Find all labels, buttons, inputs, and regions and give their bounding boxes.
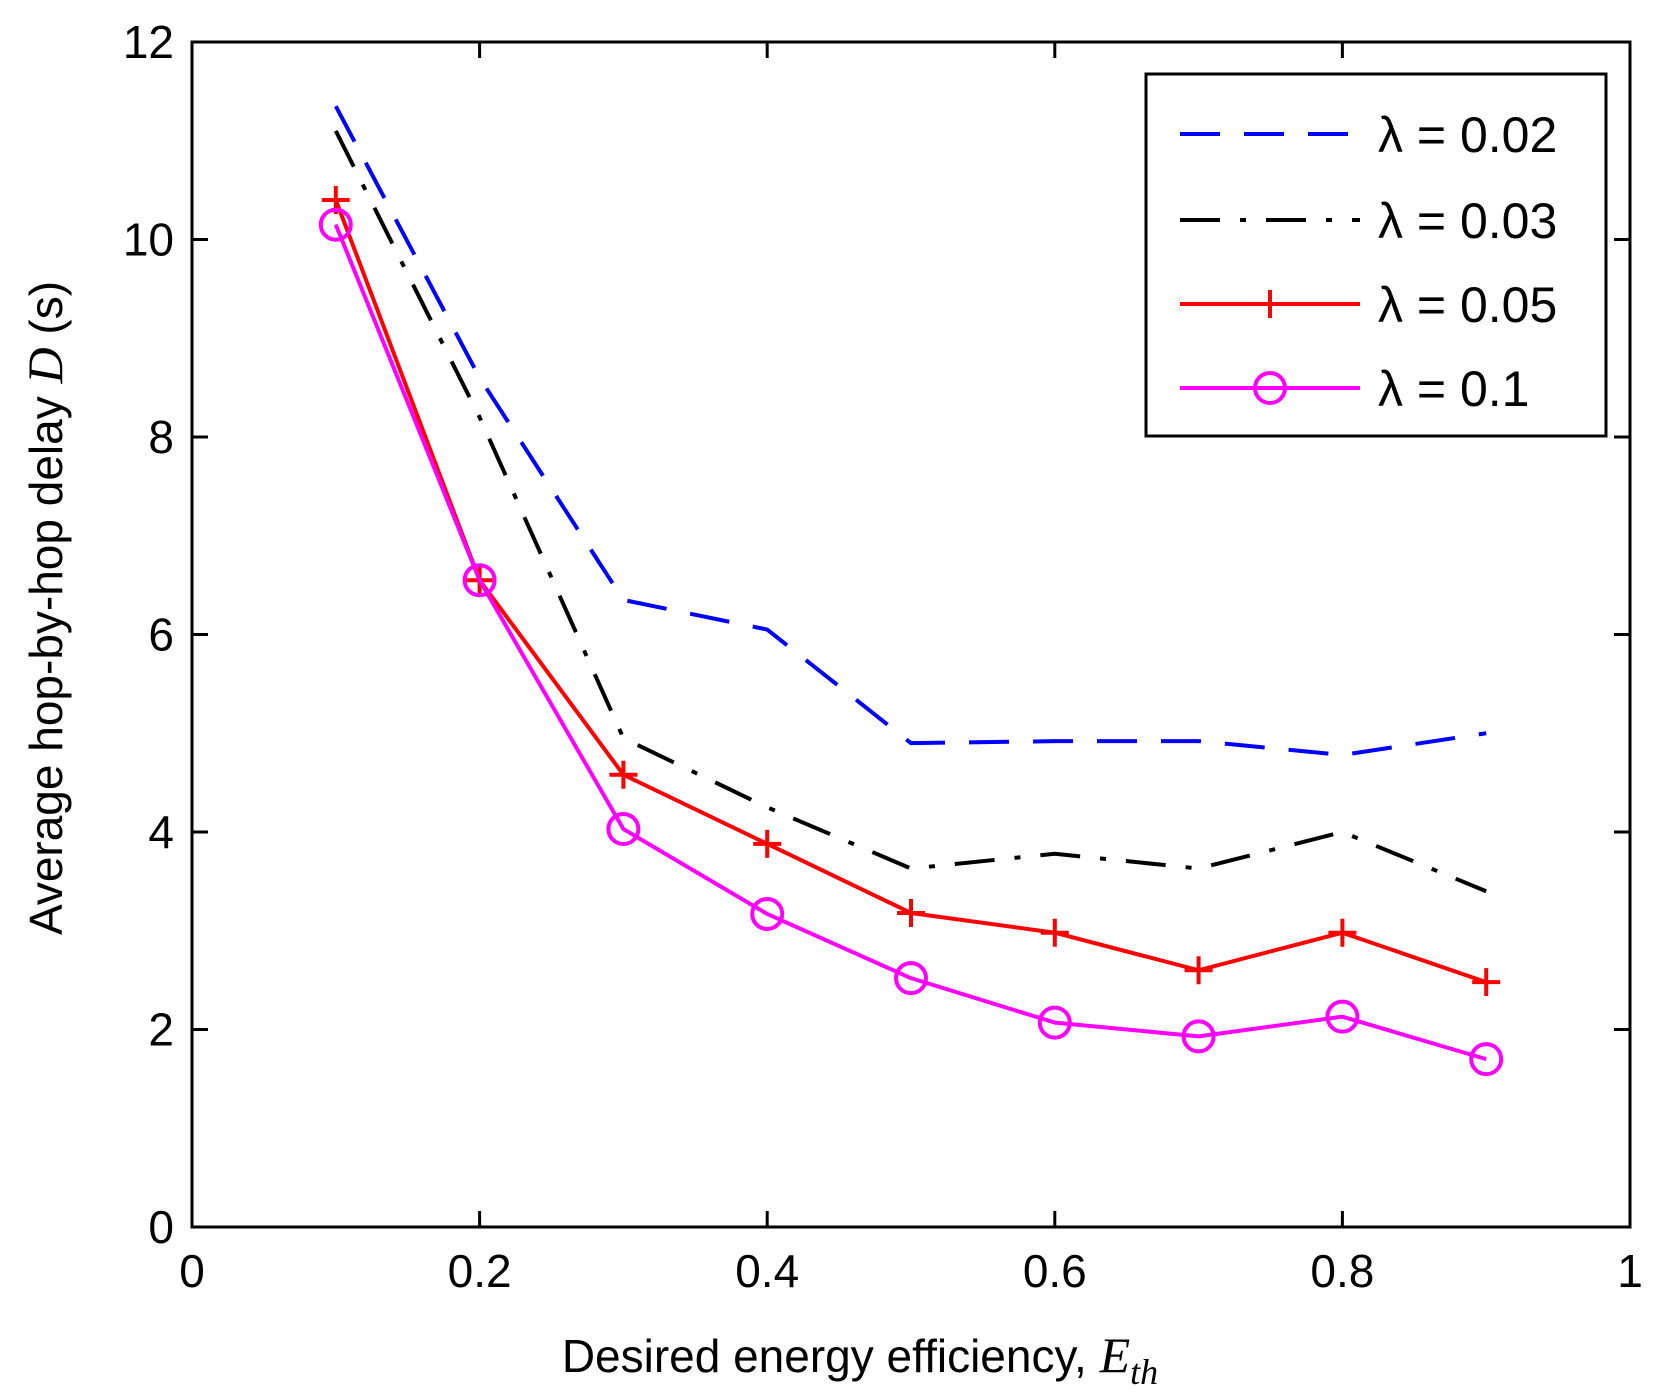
- x-tick-label: 1: [1617, 1245, 1643, 1297]
- y-tick-label: 6: [148, 609, 174, 661]
- x-tick-label: 0.8: [1310, 1245, 1374, 1297]
- data-point: [1325, 999, 1360, 1034]
- legend-entry: λ = 0.03: [1180, 193, 1557, 249]
- x-axis: 0 0.2 0.4 0.6 0.8 1: [179, 42, 1643, 1297]
- data-point: [894, 961, 928, 996]
- legend-marker: [1256, 290, 1284, 318]
- data-point: [1328, 918, 1357, 947]
- y-tick-label: 8: [148, 411, 174, 463]
- series-1: [334, 105, 1487, 757]
- data-point: [897, 898, 925, 927]
- series-line: [334, 129, 1487, 894]
- y-tick-label: 10: [123, 214, 174, 266]
- y-tick-label: 2: [148, 1004, 174, 1056]
- data-point: [1037, 1005, 1072, 1040]
- series-4: [318, 207, 1504, 1077]
- series-2: [334, 129, 1487, 894]
- y-axis-label: Average hop-by-hop delay D (s): [17, 281, 73, 935]
- legend-label: λ = 0.05: [1378, 277, 1557, 333]
- data-point: [753, 829, 782, 858]
- y-tick-label: 0: [148, 1201, 174, 1253]
- data-point: [606, 812, 641, 847]
- legend-label: λ = 0.02: [1378, 107, 1557, 163]
- series-line: [333, 223, 1487, 1062]
- legend: λ = 0.02 λ = 0.03 λ = 0.05 λ = 0.1: [1144, 72, 1608, 438]
- x-tick-label: 0.6: [1023, 1245, 1087, 1297]
- x-tick-label: 0.4: [735, 1245, 799, 1297]
- data-point: [318, 207, 353, 242]
- y-tick-label: 12: [123, 16, 174, 68]
- legend-box: [1144, 72, 1608, 438]
- data-point: [1181, 1019, 1216, 1054]
- x-tick-label: 0.2: [448, 1245, 512, 1297]
- legend-label: λ = 0.03: [1378, 193, 1557, 249]
- data-point: [1469, 1042, 1504, 1077]
- data-point: [1040, 918, 1069, 947]
- legend-entry: λ = 0.05: [1180, 277, 1557, 333]
- legend-label: λ = 0.1: [1378, 361, 1530, 417]
- data-point: [1184, 956, 1213, 985]
- legend-entry: λ = 0.02: [1180, 107, 1557, 163]
- legend-marker: [1253, 371, 1287, 405]
- x-axis-label: Desired energy efficiency, Eth: [562, 1327, 1158, 1392]
- series-line: [334, 105, 1487, 757]
- data-point: [750, 896, 785, 931]
- legend-entry: λ = 0.1: [1180, 361, 1530, 417]
- data-point: [462, 563, 497, 598]
- y-tick-label: 4: [148, 806, 174, 858]
- data-point: [609, 760, 638, 789]
- data-point: [1472, 968, 1501, 997]
- series-3: [321, 186, 1501, 997]
- x-tick-label: 0: [179, 1245, 205, 1297]
- y-axis: 0 2 4 6 8 10 12: [123, 16, 1630, 1253]
